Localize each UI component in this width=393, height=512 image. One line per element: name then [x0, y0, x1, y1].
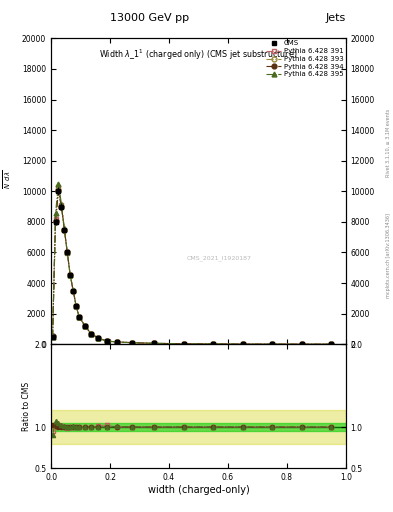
Bar	[51, 423, 346, 431]
Text: Rivet 3.1.10, ≥ 3.1M events: Rivet 3.1.10, ≥ 3.1M events	[386, 109, 391, 178]
Text: mcplots.cern.ch [arXiv:1306.3436]: mcplots.cern.ch [arXiv:1306.3436]	[386, 214, 391, 298]
Y-axis label: Ratio to CMS: Ratio to CMS	[22, 382, 31, 431]
Text: Jets: Jets	[325, 13, 346, 23]
Bar	[51, 411, 346, 443]
Text: 13000 GeV pp: 13000 GeV pp	[110, 13, 189, 23]
Legend: CMS, Pythia 6.428 391, Pythia 6.428 393, Pythia 6.428 394, Pythia 6.428 395: CMS, Pythia 6.428 391, Pythia 6.428 393,…	[265, 40, 344, 78]
Text: $\frac{1}{N}\,\frac{dN}{d\lambda}$: $\frac{1}{N}\,\frac{dN}{d\lambda}$	[0, 169, 13, 189]
X-axis label: width (charged-only): width (charged-only)	[148, 485, 249, 495]
Text: Width $\lambda\_1^1$ (charged only) (CMS jet substructure): Width $\lambda\_1^1$ (charged only) (CMS…	[99, 48, 298, 62]
Text: CMS_2021_I1920187: CMS_2021_I1920187	[187, 256, 252, 262]
